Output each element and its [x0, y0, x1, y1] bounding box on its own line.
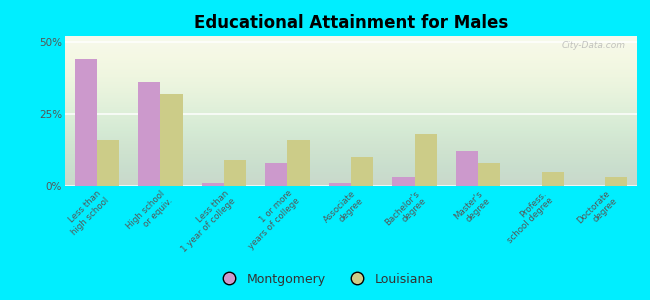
Bar [75, 59, 97, 186]
Bar [138, 82, 161, 186]
Bar [224, 160, 246, 186]
Bar [351, 157, 373, 186]
Bar [478, 163, 500, 186]
Legend: Montgomery, Louisiana: Montgomery, Louisiana [211, 268, 439, 291]
Bar [97, 140, 119, 186]
Bar [265, 163, 287, 186]
Bar [161, 94, 183, 186]
Bar [456, 152, 478, 186]
Text: City-Data.com: City-Data.com [562, 40, 625, 50]
Bar [202, 183, 224, 186]
Bar [541, 172, 564, 186]
Bar [415, 134, 437, 186]
Bar [329, 183, 351, 186]
Title: Educational Attainment for Males: Educational Attainment for Males [194, 14, 508, 32]
Bar [393, 177, 415, 186]
Bar [287, 140, 309, 186]
Bar [605, 177, 627, 186]
